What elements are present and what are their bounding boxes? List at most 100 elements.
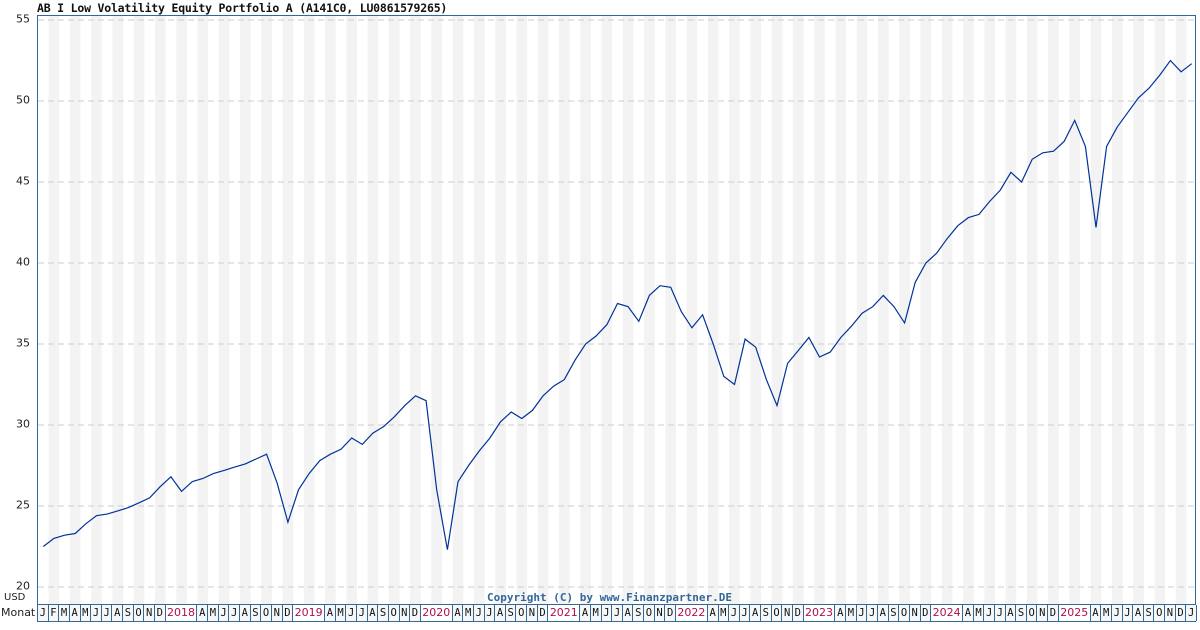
month-label: A bbox=[452, 605, 464, 621]
month-label: A bbox=[878, 605, 889, 621]
month-label: A bbox=[707, 605, 719, 621]
month-label: M bbox=[208, 605, 219, 621]
month-label: J bbox=[739, 605, 751, 621]
month-label: N bbox=[144, 605, 155, 621]
month-label: A bbox=[197, 605, 209, 621]
month-label: O bbox=[1154, 605, 1166, 621]
month-label: M bbox=[463, 605, 474, 621]
month-label: S bbox=[761, 605, 772, 621]
month-label: O bbox=[516, 605, 528, 621]
month-label: M bbox=[59, 605, 70, 621]
month-stripe bbox=[410, 16, 421, 604]
month-label: N bbox=[399, 605, 411, 621]
month-label: D bbox=[1175, 605, 1187, 621]
month-label: S bbox=[888, 605, 900, 621]
month-stripe bbox=[814, 16, 825, 604]
month-stripe bbox=[197, 16, 209, 604]
year-label: 2020 bbox=[420, 605, 453, 621]
y-tick-label: 40 bbox=[16, 255, 30, 269]
year-label: 2023 bbox=[803, 605, 836, 621]
month-label: J bbox=[91, 605, 102, 621]
month-label: A bbox=[963, 605, 974, 621]
month-label: A bbox=[367, 605, 379, 621]
month-stripe bbox=[516, 16, 528, 604]
month-stripe bbox=[1005, 16, 1017, 604]
month-stripe bbox=[240, 16, 251, 604]
month-stripe bbox=[984, 16, 995, 604]
month-label: J bbox=[994, 605, 1006, 621]
month-label: D bbox=[537, 605, 549, 621]
month-label: N bbox=[654, 605, 666, 621]
month-label: M bbox=[846, 605, 857, 621]
month-label: J bbox=[867, 605, 878, 621]
month-stripe bbox=[473, 16, 485, 604]
month-stripe bbox=[537, 16, 549, 604]
month-stripe bbox=[835, 16, 847, 604]
month-label: A bbox=[495, 605, 506, 621]
month-label: O bbox=[771, 605, 783, 621]
month-label: A bbox=[580, 605, 591, 621]
copyright-notice: Copyright (C) by www.Finanzpartner.DE bbox=[487, 591, 733, 604]
month-label: J bbox=[38, 605, 49, 621]
month-label: S bbox=[1143, 605, 1155, 621]
month-stripe bbox=[941, 16, 953, 604]
month-stripe bbox=[218, 16, 230, 604]
month-label: J bbox=[601, 605, 613, 621]
year-label: 2022 bbox=[675, 605, 708, 621]
month-stripe bbox=[707, 16, 719, 604]
month-stripe bbox=[622, 16, 634, 604]
month-label: O bbox=[388, 605, 400, 621]
month-label: N bbox=[271, 605, 283, 621]
month-label: J bbox=[984, 605, 995, 621]
month-stripe bbox=[580, 16, 591, 604]
month-stripe bbox=[1154, 16, 1166, 604]
month-label: N bbox=[1165, 605, 1176, 621]
x-axis-label: Monat bbox=[1, 606, 36, 619]
month-stripe bbox=[388, 16, 400, 604]
month-stripe bbox=[1090, 16, 1102, 604]
month-label: M bbox=[718, 605, 730, 621]
month-stripe bbox=[644, 16, 655, 604]
month-stripe bbox=[325, 16, 336, 604]
month-stripe bbox=[729, 16, 740, 604]
price-line bbox=[42, 59, 1193, 550]
year-label: 2021 bbox=[548, 605, 581, 621]
month-stripe bbox=[431, 16, 443, 604]
month-label: N bbox=[1037, 605, 1049, 621]
month-stripe bbox=[1026, 16, 1038, 604]
month-label: D bbox=[154, 605, 166, 621]
month-label: F bbox=[48, 605, 60, 621]
month-stripe bbox=[1111, 16, 1123, 604]
month-label: D bbox=[282, 605, 294, 621]
month-label: D bbox=[410, 605, 421, 621]
y-tick-label: 30 bbox=[16, 417, 30, 431]
month-label: J bbox=[1122, 605, 1134, 621]
month-label: O bbox=[261, 605, 272, 621]
y-tick-label: 55 bbox=[16, 12, 30, 26]
month-label: M bbox=[590, 605, 602, 621]
month-stripe bbox=[495, 16, 506, 604]
month-label: M bbox=[335, 605, 347, 621]
month-stripe bbox=[920, 16, 932, 604]
month-stripe bbox=[1069, 16, 1081, 604]
month-label: S bbox=[1016, 605, 1027, 621]
month-label: D bbox=[792, 605, 804, 621]
month-stripe bbox=[282, 16, 294, 604]
chart-title: AB I Low Volatility Equity Portfolio A (… bbox=[37, 1, 448, 15]
year-label: 2025 bbox=[1058, 605, 1091, 621]
month-label: D bbox=[920, 605, 932, 621]
year-label: 2018 bbox=[165, 605, 198, 621]
month-stripe bbox=[1133, 16, 1144, 604]
month-stripe bbox=[750, 16, 762, 604]
month-label: S bbox=[123, 605, 134, 621]
month-label: J bbox=[346, 605, 357, 621]
month-label: O bbox=[899, 605, 910, 621]
month-stripe bbox=[878, 16, 889, 604]
month-stripe bbox=[771, 16, 783, 604]
month-stripe bbox=[1175, 16, 1187, 604]
month-label: A bbox=[1133, 605, 1144, 621]
month-label: J bbox=[1186, 605, 1197, 621]
month-stripe bbox=[963, 16, 974, 604]
month-stripe bbox=[91, 16, 102, 604]
month-stripe bbox=[559, 16, 570, 604]
